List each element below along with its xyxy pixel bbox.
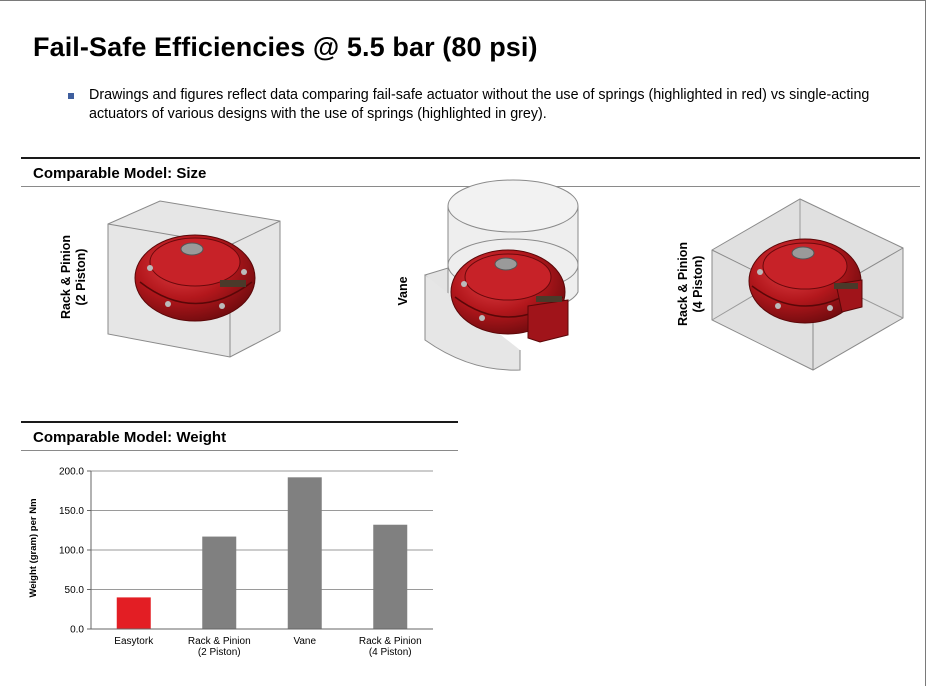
x-tick-label: Rack & Pinion (4 Piston) (359, 636, 422, 658)
bullet-text: Drawings and figures reflect data compar… (89, 87, 870, 122)
x-tick-label: Rack & Pinion (2 Piston) (188, 636, 251, 658)
actuator-body (450, 249, 569, 343)
frame-top-border (0, 0, 926, 1)
size-section-top-rule (21, 157, 920, 159)
actuator-body (748, 238, 863, 324)
bar (287, 477, 322, 629)
vane-illustration (424, 179, 579, 371)
y-tick-label: 0.0 (70, 625, 84, 636)
weight-section-heading: Comparable Model: Weight (33, 429, 227, 446)
bar (373, 524, 408, 629)
page-title: Fail-Safe Efficiencies @ 5.5 bar (80 psi… (33, 32, 538, 62)
bullet-marker (68, 93, 74, 99)
x-tick-label: Vane (293, 636, 316, 647)
size-section-heading: Comparable Model: Size (33, 165, 207, 182)
y-tick-label: 50.0 (65, 585, 85, 596)
weight-section-bottom-rule (21, 450, 458, 451)
rack-pinion-4-piston-illustration (711, 198, 904, 371)
rack-pinion-2-piston-illustration (107, 200, 281, 358)
y-axis-label: Weight (gram) per Nm (28, 498, 39, 597)
y-tick-label: 150.0 (59, 506, 84, 517)
bar (202, 536, 237, 629)
y-tick-label: 200.0 (59, 467, 84, 478)
actuator-body (134, 234, 256, 322)
y-tick-label: 100.0 (59, 546, 84, 557)
x-tick-label: Easytork (114, 636, 154, 647)
bar (116, 597, 151, 629)
weight-section-top-rule (21, 421, 458, 423)
